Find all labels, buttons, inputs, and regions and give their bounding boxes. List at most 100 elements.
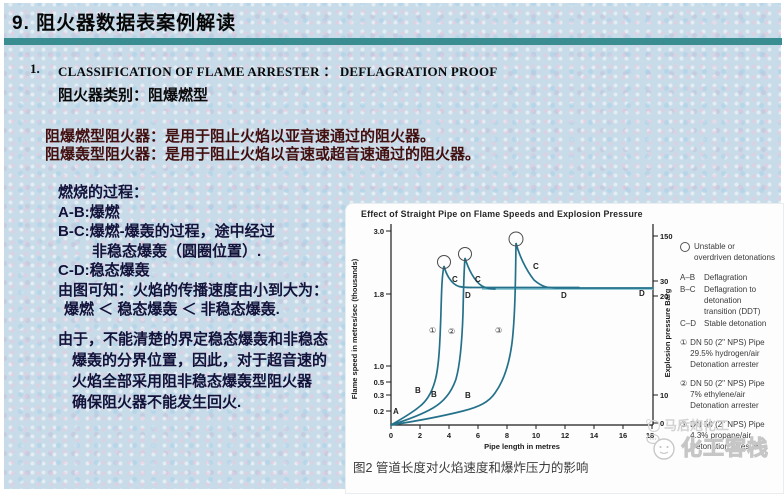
point-label-b3: B — [465, 391, 471, 400]
curve-hydrogen — [390, 265, 472, 426]
legend-line: Detonation arrester — [690, 360, 759, 369]
legend-phase-bc: B–C Deflagration to detonation transitio… — [680, 284, 782, 317]
legend-line: transition (DDT) — [704, 307, 761, 316]
legend-line: 4.3% propane/air — [690, 431, 752, 440]
legend-line: DN 50 (2" NPS) Pipe — [690, 379, 765, 388]
page-title: 9. 阻火器数据表案例解读 — [12, 13, 237, 34]
legend-phase-cd: C–D Stable detonation — [680, 318, 782, 329]
chart-legend: Unstable or overdriven detonations A–B D… — [680, 241, 782, 452]
process-line: 非稳态爆轰（圆圈位置）. — [92, 242, 262, 260]
point-label-c2: C — [475, 275, 481, 284]
process-line: 燃烧的过程： — [58, 184, 149, 201]
combustion-process-paragraph: 燃烧的过程： A-B:爆燃 B-C:爆燃-爆轰的过程，途中经过 非稳态爆轰（圆圈… — [58, 183, 328, 320]
series-marker-2: ② — [448, 327, 455, 336]
legend-line: Unstable or — [694, 242, 735, 251]
x-tick-label: 14 — [590, 431, 599, 440]
legend-line: detonation — [704, 296, 742, 305]
peak-circle-3 — [508, 231, 524, 247]
right-tick-label: 30 — [660, 277, 668, 286]
x-tick-label: 12 — [561, 431, 569, 440]
conclusion-line: 确保阻火器不能发生回火. — [72, 394, 242, 411]
right-tick-label: 0 — [660, 419, 664, 428]
left-tick-label: 1.0 — [374, 362, 384, 371]
legend-unstable-entry: Unstable or overdriven detonations — [680, 241, 782, 263]
right-tick-label: 20 — [660, 292, 668, 301]
definition-paragraph: 阻爆燃型阻火器：是用于阻止火焰以亚音速通过的阻火器。 阻爆轰型阻火器：是用于阻止… — [45, 128, 480, 164]
watermark-face-icon — [646, 433, 675, 460]
legend-line: Detonation arrester — [690, 442, 759, 451]
phase-value: Deflagration to detonation transition (D… — [704, 284, 760, 317]
left-axis-label: Flame speed in metres/sec (thousands) — [350, 258, 359, 399]
legend-series-1: ① DN 50 (2" NPS) Pipe 29.5% hydrogen/air… — [680, 337, 782, 370]
right-tick-label: 10 — [660, 391, 668, 400]
left-tick-label: 3.0 — [374, 227, 384, 236]
series-2-text: DN 50 (2" NPS) Pipe 7% ethylene/air Deto… — [690, 378, 764, 411]
unstable-circle-icon — [680, 242, 690, 252]
phase-key: C–D — [680, 319, 697, 328]
title-accent-bar — [4, 38, 782, 45]
x-tick-label: 6 — [476, 431, 480, 440]
conclusion-paragraph: 由于，不能清楚的界定稳态爆轰和非稳态 爆轰的分界位置，因此，对于超音速的 火焰全… — [58, 329, 328, 413]
point-label-d3: D — [639, 289, 645, 298]
process-line: 爆燃 ＜ 稳态爆轰 ＜ 非稳态爆轰. — [64, 301, 280, 318]
point-label-c3: C — [533, 262, 539, 271]
series-2-marker: ② — [680, 379, 688, 388]
legend-line: DN 50 (2" NPS) Pipe — [690, 420, 765, 429]
phase-key: A–B — [680, 273, 696, 282]
left-tick-label: 1.8 — [374, 290, 384, 299]
series-1-marker: ① — [680, 338, 688, 347]
point-label-d1: D — [465, 291, 471, 300]
chart-title: Effect of Straight Pipe on Flame Speeds … — [361, 209, 643, 219]
series-1-text: DN 50 (2" NPS) Pipe 29.5% hydrogen/air D… — [690, 337, 764, 370]
left-tick-label: 0.2 — [374, 407, 384, 416]
right-tick-label: 150 — [660, 232, 673, 241]
definition-line: 阻爆轰型阻火器：是用于阻止火焰以音速或超音速通过的阻火器。 — [45, 146, 481, 163]
peak-circle-1 — [437, 255, 451, 269]
x-tick-label: 16 — [619, 431, 627, 440]
figure-caption: 图2 管道长度对火焰速度和爆炸压力的影响 — [353, 461, 589, 475]
watermark-small-row: 马后炮化工 — [645, 415, 784, 434]
legend-unstable-text: Unstable or overdriven detonations — [694, 241, 775, 263]
series-marker-1: ① — [429, 326, 436, 335]
legend-line: DN 50 (2" NPS) Pipe — [690, 338, 765, 347]
legend-line: Detonation arrester — [690, 401, 759, 410]
legend-line: 7% ethylene/air — [690, 390, 746, 399]
conclusion-line: 由于，不能清楚的界定稳态爆轰和非稳态 — [58, 331, 329, 348]
x-tick-label: 0 — [389, 431, 393, 440]
x-tick-label: 2 — [418, 431, 422, 440]
watermark-text-small: 马后炮化工 — [664, 418, 730, 433]
watermark-text-big: 化工客栈 — [681, 437, 769, 461]
flame-speed-chart: 3.0 1.8 1.0 0.5 0.3 0.2 150 30 20 10 0 — [350, 224, 673, 451]
process-line: A-B:爆燃 — [58, 203, 120, 221]
phase-key: B–C — [680, 285, 696, 294]
phase-value: Stable detonation — [704, 319, 767, 328]
heading-number: 1. — [30, 61, 40, 76]
process-line: B-C:爆燃-爆轰的过程，途中经过 — [58, 223, 275, 240]
point-label-a: A — [393, 407, 399, 416]
right-axis-label: Explosion pressure Barg — [663, 288, 672, 377]
left-tick-label: 0.5 — [374, 378, 384, 387]
legend-series-2: ② DN 50 (2" NPS) Pipe 7% ethylene/air De… — [680, 378, 782, 411]
definition-line: 阻爆燃型阻火器：是用于阻止火焰以亚音速通过的阻火器。 — [45, 128, 436, 145]
figure-panel: Effect of Straight Pipe on Flame Speeds … — [345, 203, 784, 494]
point-label-b1: B — [415, 386, 421, 395]
x-tick-label: 10 — [532, 431, 540, 440]
point-label-b2: B — [431, 390, 437, 399]
series-3-text: DN 50 (2" NPS) Pipe 4.3% propane/air Det… — [690, 419, 764, 452]
heading-chinese: 阻火器类别：阻爆燃型 — [58, 87, 209, 104]
series-3-marker: ③ — [680, 420, 688, 429]
legend-phase-ab: A–B Deflagration — [680, 272, 782, 283]
curve-ethylene — [390, 257, 496, 426]
x-tick-label: 8 — [505, 431, 509, 440]
legend-line: Deflagration to — [704, 285, 757, 294]
legend-line: 29.5% hydrogen/air — [690, 349, 760, 358]
watermark-ghost-icon — [646, 418, 661, 432]
x-tick-label: 4 — [447, 431, 452, 440]
legend-line: overdriven detonations — [694, 253, 775, 262]
point-label-c1: C — [452, 275, 458, 284]
watermark-big-row: 化工客栈 — [645, 432, 784, 462]
point-label-d2: D — [561, 291, 567, 300]
x-axis-label: Pipe length in metres — [484, 442, 560, 451]
conclusion-line: 火焰全部采用阻非稳态爆轰型阻火器 — [72, 373, 313, 390]
